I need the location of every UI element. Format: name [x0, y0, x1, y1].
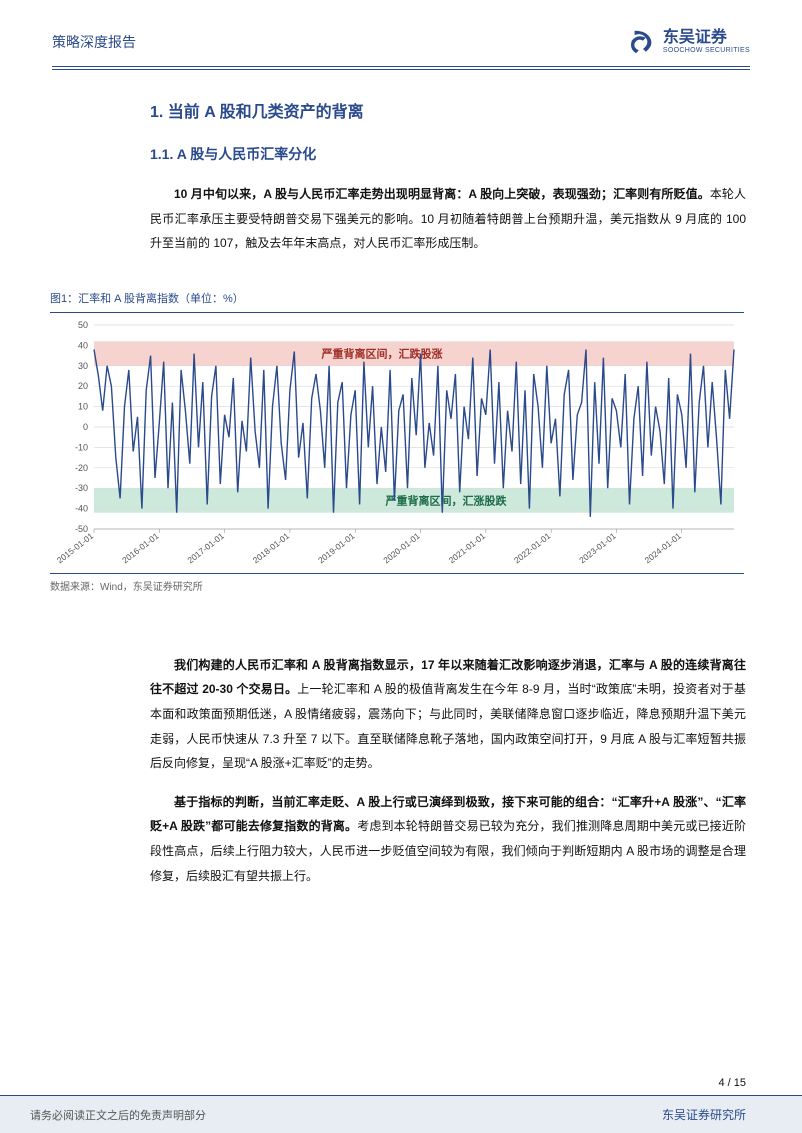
- figure-1: -50-40-30-20-1001020304050严重背离区间，汇跌股涨严重背…: [50, 312, 744, 593]
- svg-text:-40: -40: [75, 503, 88, 513]
- svg-text:40: 40: [78, 340, 88, 350]
- footer-disclaimer: 请务必阅读正文之后的免责声明部分: [30, 1107, 206, 1123]
- svg-text:严重背离区间，汇跌股涨: 严重背离区间，汇跌股涨: [321, 346, 443, 360]
- footer-bar: 请务必阅读正文之后的免责声明部分 东吴证券研究所: [0, 1096, 802, 1133]
- brand-text: 东吴证券 SOOCHOW SECURITIES: [663, 29, 750, 54]
- svg-text:10: 10: [78, 401, 88, 411]
- svg-text:20: 20: [78, 381, 88, 391]
- paragraph-3: 基于指标的判断，当前汇率走贬、A 股上行或已演绎到极致，接下来可能的组合：“汇率…: [150, 790, 746, 888]
- svg-text:2017-01-01: 2017-01-01: [185, 530, 226, 565]
- soochow-logo-icon: [629, 28, 657, 56]
- figure-caption: 图1：汇率和 A 股背离指数（单位：%）: [50, 290, 746, 306]
- svg-text:2020-01-01: 2020-01-01: [381, 530, 422, 565]
- svg-text:30: 30: [78, 361, 88, 371]
- svg-text:严重背离区间，汇涨股跌: 严重背离区间，汇涨股跌: [385, 493, 508, 507]
- svg-text:-10: -10: [75, 442, 88, 452]
- paragraph-2: 我们构建的人民币汇率和 A 股背离指数显示，17 年以来随着汇改影响逐步消退，汇…: [150, 653, 746, 776]
- svg-text:2019-01-01: 2019-01-01: [316, 530, 357, 565]
- page-footer: 4 / 15 请务必阅读正文之后的免责声明部分 东吴证券研究所: [0, 1077, 802, 1133]
- report-type-title: 策略深度报告: [52, 32, 136, 52]
- svg-text:0: 0: [83, 422, 88, 432]
- brand-name-en: SOOCHOW SECURITIES: [663, 47, 750, 55]
- svg-text:2024-01-01: 2024-01-01: [643, 530, 684, 565]
- page-header: 策略深度报告 东吴证券 SOOCHOW SECURITIES: [0, 0, 802, 66]
- paragraph-1: 10 月中旬以来，A 股与人民币汇率走势出现明显背离：A 股向上突破，表现强劲；…: [150, 182, 746, 256]
- figure-source: 数据来源：Wind，东吴证券研究所: [50, 578, 744, 593]
- brand-name-cn: 东吴证券: [663, 29, 750, 47]
- figure-bottom-rule: [50, 573, 744, 574]
- svg-text:2018-01-01: 2018-01-01: [251, 530, 292, 565]
- figure-caption-wrap: 图1：汇率和 A 股背离指数（单位：%）: [50, 290, 746, 306]
- svg-text:2023-01-01: 2023-01-01: [577, 530, 618, 565]
- page-number: 4 / 15: [0, 1077, 802, 1095]
- brand-logo: 东吴证券 SOOCHOW SECURITIES: [629, 28, 750, 56]
- para1-bold: 10 月中旬以来，A 股与人民币汇率走势出现明显背离：A 股向上突破，表现强劲；…: [174, 187, 710, 201]
- divergence-line-chart: -50-40-30-20-1001020304050严重背离区间，汇跌股涨严重背…: [50, 315, 744, 573]
- figure-top-rule: [50, 312, 744, 313]
- svg-text:2016-01-01: 2016-01-01: [120, 530, 161, 565]
- svg-text:2021-01-01: 2021-01-01: [447, 530, 488, 565]
- svg-text:-30: -30: [75, 483, 88, 493]
- header-divider: [52, 66, 750, 67]
- svg-text:50: 50: [78, 320, 88, 330]
- heading-1: 1. 当前 A 股和几类资产的背离: [150, 98, 746, 122]
- svg-text:2022-01-01: 2022-01-01: [512, 530, 553, 565]
- heading-2: 1.1. A 股与人民币汇率分化: [150, 144, 746, 164]
- svg-text:-20: -20: [75, 463, 88, 473]
- main-content: 1. 当前 A 股和几类资产的背离 1.1. A 股与人民币汇率分化 10 月中…: [0, 70, 802, 888]
- svg-text:2015-01-01: 2015-01-01: [55, 530, 96, 565]
- body-section-2: 我们构建的人民币汇率和 A 股背离指数显示，17 年以来随着汇改影响逐步消退，汇…: [150, 653, 746, 888]
- footer-institute: 东吴证券研究所: [662, 1106, 746, 1123]
